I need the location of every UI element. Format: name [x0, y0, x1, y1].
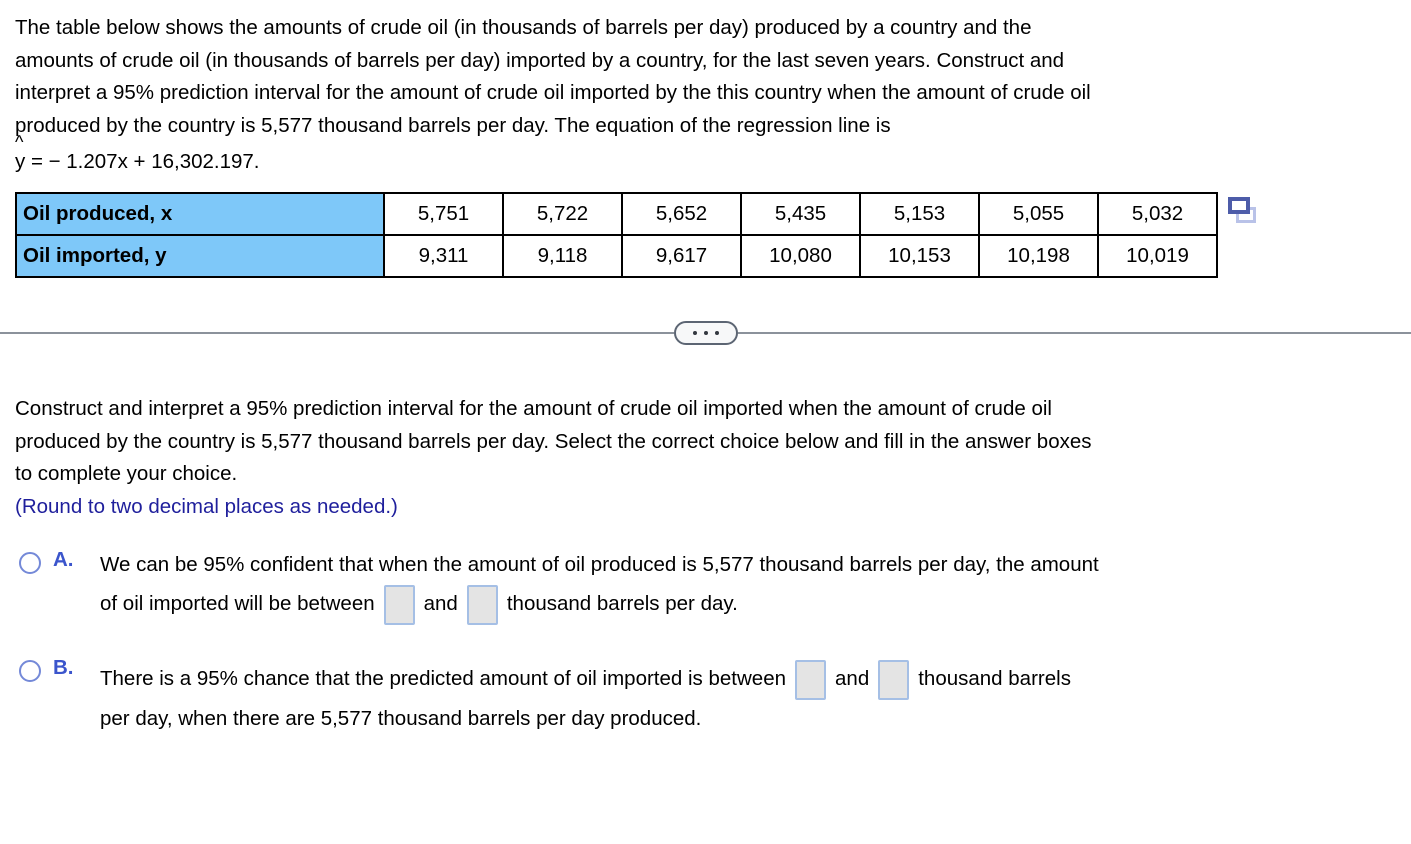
y-hat-symbol: ^ y: [15, 133, 26, 176]
table-row-oil-imported: Oil imported, y 9,311 9,118 9,617 10,080…: [15, 234, 1218, 278]
section-divider: [0, 321, 1411, 345]
option-a: A. We can be 95% confident that when the…: [15, 548, 1411, 627]
problem-statement-line-2: amounts of crude oil (in thousands of ba…: [15, 48, 1065, 72]
answer-box-b2[interactable]: [878, 659, 910, 700]
question-text: Construct and interpret a 95% prediction…: [15, 393, 1411, 523]
ellipsis-dot: [714, 331, 719, 335]
option-b-line1-before: There is a 95% chance that the predicted…: [100, 667, 787, 690]
regression-equation: ^ y = − 1.207x + 16,302.197.: [15, 133, 1411, 184]
imported-cell-7: 10,019: [1097, 234, 1218, 278]
produced-cell-5: 5,153: [859, 192, 980, 236]
option-a-line2: of oil imported will be between and thousa…: [100, 581, 1099, 627]
produced-cell-4: 5,435: [740, 192, 861, 236]
imported-cell-6: 10,198: [978, 234, 1099, 278]
divider-line-left: [0, 332, 674, 334]
question-line-1: Construct and interpret a 95% prediction…: [15, 397, 1052, 420]
radio-button-b[interactable]: [19, 660, 41, 682]
radio-button-a[interactable]: [19, 552, 41, 574]
imported-cell-2: 9,118: [502, 234, 623, 278]
imported-cell-4: 10,080: [740, 234, 861, 278]
produced-cell-1: 5,751: [383, 192, 504, 236]
option-b-line2: per day, when there are 5,577 thousand b…: [100, 707, 702, 730]
copy-data-icon[interactable]: [1228, 197, 1256, 224]
copy-icon-front-rect: [1228, 197, 1250, 214]
imported-cell-3: 9,617: [621, 234, 742, 278]
divider-line-right: [737, 332, 1411, 334]
option-a-letter: A.: [53, 548, 74, 571]
produced-cell-7: 5,032: [1097, 192, 1218, 236]
produced-cell-3: 5,652: [621, 192, 742, 236]
option-a-line1: We can be 95% confident that when the am…: [100, 553, 1099, 576]
rounding-instruction: (Round to two decimal places as needed.): [15, 494, 398, 518]
option-b-text: There is a 95% chance that the predicted…: [100, 656, 1071, 735]
imported-cell-1: 9,311: [383, 234, 504, 278]
problem-statement-line-1: The table below shows the amounts of cru…: [15, 16, 1032, 39]
problem-statement: The table below shows the amounts of cru…: [15, 12, 1411, 142]
ellipsis-dot: [703, 331, 708, 335]
option-a-conjunction: and: [423, 592, 458, 615]
option-a-text: We can be 95% confident that when the am…: [100, 548, 1099, 627]
option-a-line2-before: of oil imported will be between: [100, 592, 375, 615]
row-header-oil-produced: Oil produced, x: [15, 192, 385, 236]
imported-cell-5: 10,153: [859, 234, 980, 278]
answer-box-b1[interactable]: [795, 659, 827, 700]
produced-cell-2: 5,722: [502, 192, 623, 236]
option-b: B. There is a 95% chance that the predic…: [15, 656, 1411, 735]
ellipsis-dot: [692, 331, 697, 335]
equation-body: = − 1.207x + 16,302.197.: [25, 150, 260, 173]
answer-box-a1[interactable]: [383, 584, 415, 625]
question-line-3: to complete your choice.: [15, 462, 238, 485]
ellipsis-expand-button[interactable]: [673, 321, 738, 345]
answer-box-a2[interactable]: [466, 584, 498, 625]
question-line-2: produced by the country is 5,577 thousan…: [15, 429, 1092, 453]
option-b-line1: There is a 95% chance that the predicted…: [100, 656, 1071, 702]
option-b-conjunction: and: [835, 667, 870, 690]
hat-accent: ^: [15, 132, 24, 152]
data-table: Oil produced, x 5,751 5,722 5,652 5,435 …: [15, 192, 1218, 278]
equation-variable: y: [15, 150, 26, 173]
row-header-oil-imported: Oil imported, y: [15, 234, 385, 278]
table-row-oil-produced: Oil produced, x 5,751 5,722 5,652 5,435 …: [15, 192, 1218, 236]
problem-statement-line-4: produced by the country is 5,577 thousan…: [15, 113, 891, 137]
option-a-line2-after: thousand barrels per day.: [506, 592, 738, 615]
option-b-letter: B.: [53, 656, 74, 679]
problem-statement-line-3: interpret a 95% prediction interval for …: [15, 81, 1091, 104]
produced-cell-6: 5,055: [978, 192, 1099, 236]
option-b-line1-after: thousand barrels: [918, 667, 1071, 690]
